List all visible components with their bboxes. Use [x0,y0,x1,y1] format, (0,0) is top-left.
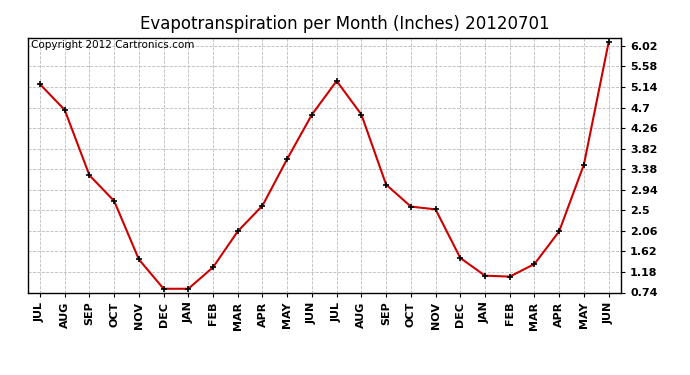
Text: Evapotranspiration per Month (Inches) 20120701: Evapotranspiration per Month (Inches) 20… [140,15,550,33]
Text: Copyright 2012 Cartronics.com: Copyright 2012 Cartronics.com [30,40,194,50]
